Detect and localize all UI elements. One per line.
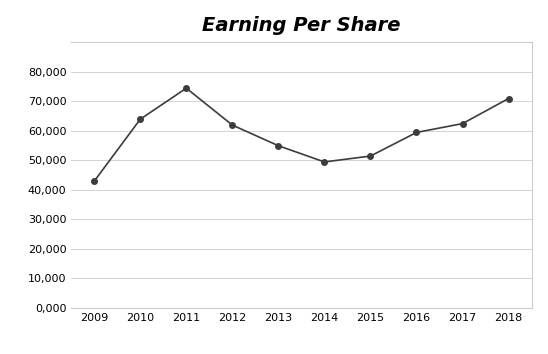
Title: Earning Per Share: Earning Per Share [202, 16, 401, 35]
